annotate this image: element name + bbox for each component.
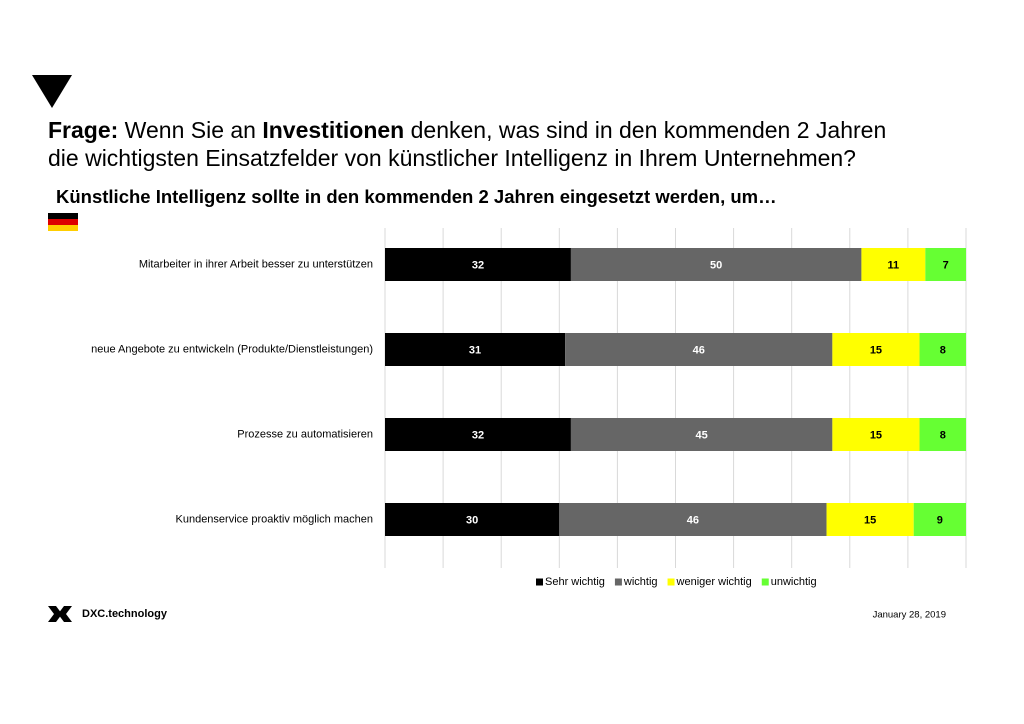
- legend-label: wichtig: [623, 576, 658, 588]
- category-label: neue Angebote zu entwickeln (Produkte/Di…: [91, 343, 373, 355]
- data-label: 7: [943, 259, 949, 271]
- question-text: Frage:: [48, 117, 119, 143]
- category-label: Prozesse zu automatisieren: [237, 428, 373, 440]
- category-label: Kundenservice proaktiv möglich machen: [176, 513, 374, 525]
- data-label: 32: [472, 259, 484, 271]
- data-label: 46: [687, 514, 699, 526]
- data-label: 15: [870, 429, 882, 441]
- question-line: die wichtigsten Einsatzfelder von künstl…: [48, 144, 886, 172]
- brand: DXC.technology: [82, 608, 168, 620]
- legend-swatch: [761, 578, 769, 586]
- data-label: 50: [710, 259, 722, 271]
- bar-segment: [385, 248, 571, 281]
- question-text: denken, was sind in den kommenden 2 Jahr…: [404, 117, 887, 143]
- german-flag: [48, 213, 78, 231]
- question-text: Investitionen: [262, 117, 405, 143]
- data-label: 30: [466, 514, 478, 526]
- category-label: Mitarbeiter in ihrer Arbeit besser zu un…: [139, 258, 373, 270]
- bar-segment: [565, 333, 833, 366]
- legend-swatch: [614, 578, 622, 586]
- data-label: 31: [469, 344, 481, 356]
- question-line: Frage: Wenn Sie an Investitionen denken,…: [48, 116, 886, 144]
- question-text: die wichtigsten Einsatzfelder von künstl…: [48, 145, 856, 171]
- bar-segment: [559, 503, 827, 536]
- bar-segment: [826, 503, 914, 536]
- data-label: 15: [864, 514, 876, 526]
- bar-segment: [919, 333, 966, 366]
- question-text: Wenn Sie an: [118, 117, 263, 143]
- chart-title: Künstliche Intelligenz sollte in den kom…: [56, 186, 777, 207]
- data-label: 15: [870, 344, 882, 356]
- bar-segment: [385, 418, 571, 451]
- legend-label: Sehr wichtig: [545, 576, 605, 588]
- data-label: 11: [888, 259, 900, 271]
- question: Frage: Wenn Sie an Investitionen denken,…: [48, 116, 886, 172]
- legend-label: unwichtig: [771, 576, 817, 588]
- bar-segment: [570, 418, 833, 451]
- data-label: 8: [940, 429, 946, 441]
- data-label: 32: [472, 429, 484, 441]
- bar-segment: [925, 248, 966, 281]
- dxc-logo: [48, 606, 72, 622]
- bar-segment: [919, 418, 966, 451]
- data-label: 45: [696, 429, 708, 441]
- bar-segment: [385, 333, 566, 366]
- triangle-icon: [32, 75, 72, 108]
- bar-segment: [570, 248, 862, 281]
- bar-segment: [913, 503, 966, 536]
- legend-swatch: [536, 578, 543, 586]
- bar-segment: [832, 418, 920, 451]
- data-label: 46: [693, 344, 705, 356]
- bar-segment: [385, 503, 560, 536]
- bar-segment: [832, 333, 920, 366]
- date: January 28, 2019: [873, 610, 946, 621]
- legend-swatch: [667, 578, 675, 586]
- bar-segment: [861, 248, 926, 281]
- legend-label: weniger wichtig: [676, 576, 752, 588]
- data-label: 8: [940, 344, 946, 356]
- data-label: 9: [937, 514, 943, 526]
